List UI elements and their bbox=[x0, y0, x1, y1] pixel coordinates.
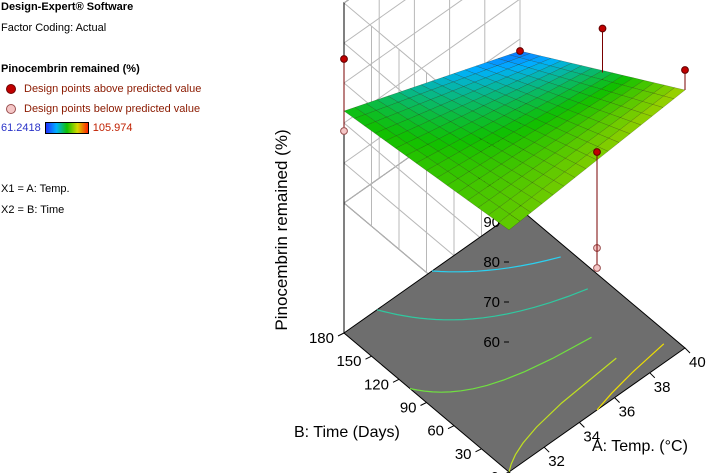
floor-contour bbox=[596, 343, 665, 411]
surface-cell bbox=[498, 213, 521, 231]
color-scale: 61.2418 105.974 bbox=[1, 122, 133, 134]
legend-above: Design points above predicted value bbox=[6, 83, 201, 95]
info-panel: Design-Expert® Software Factor Coding: A… bbox=[0, 0, 260, 240]
y-tick-label: 90 bbox=[400, 400, 417, 417]
y-tick-label: 150 bbox=[336, 353, 361, 370]
y-tick-mark bbox=[365, 355, 372, 360]
x-tick-label: 36 bbox=[619, 404, 636, 421]
y-tick-mark bbox=[447, 425, 455, 430]
x-tick-label: 32 bbox=[548, 453, 565, 470]
y-tick-mark bbox=[475, 448, 482, 453]
floor-contour bbox=[376, 288, 589, 321]
floor-contour bbox=[508, 357, 617, 473]
legend-below: Design points below predicted value bbox=[6, 103, 200, 115]
x-tick-label: 34 bbox=[583, 428, 600, 445]
above-surface-points bbox=[340, 24, 689, 160]
factor-coding: Factor Coding: Actual bbox=[1, 22, 107, 34]
x-tick-mark bbox=[684, 347, 691, 354]
right-wall-gridline bbox=[343, 0, 406, 44]
above-marker-icon bbox=[6, 84, 16, 94]
y-tick-mark bbox=[337, 332, 345, 337]
z-tick-label: 80 bbox=[483, 254, 500, 271]
x-tick-mark bbox=[543, 446, 550, 453]
y-tick-mark bbox=[392, 378, 400, 383]
legend-below-label: Design points below predicted value bbox=[24, 103, 201, 115]
x-tick-label: 38 bbox=[654, 379, 671, 396]
y-tick-label: 30 bbox=[455, 446, 472, 463]
design-point-above bbox=[516, 47, 524, 55]
response-surface bbox=[343, 50, 686, 231]
x-axis-title: A: Temp. (°C) bbox=[592, 438, 688, 455]
y-tick-label: 0 bbox=[491, 469, 499, 473]
design-point-above bbox=[681, 66, 689, 74]
z-tick-label: 70 bbox=[483, 294, 500, 311]
y-tick-label: 120 bbox=[364, 376, 389, 393]
below-marker-icon bbox=[6, 104, 16, 114]
response-title: Pinocembrin remained (%) bbox=[1, 63, 140, 75]
design-point-below bbox=[593, 264, 601, 272]
z-axis-title: Pinocembrin remained (%) bbox=[272, 129, 291, 330]
x-tick-mark bbox=[649, 372, 656, 379]
factor-x2: X2 = B: Time bbox=[1, 204, 65, 216]
software-title: Design-Expert® Software bbox=[1, 1, 134, 13]
right-wall-gridline bbox=[343, 0, 463, 84]
z-tick-label: 60 bbox=[483, 334, 500, 351]
y-axis-title: B: Time (Days) bbox=[294, 424, 400, 441]
below-surface-points bbox=[340, 72, 607, 272]
y-tick-label: 60 bbox=[427, 423, 444, 440]
y-tick-mark bbox=[420, 402, 427, 406]
design-point-below bbox=[340, 127, 348, 135]
x-tick-mark bbox=[614, 397, 620, 403]
factor-x1: X1 = A: Temp. bbox=[1, 183, 70, 195]
x-tick-mark bbox=[579, 422, 585, 428]
floor-contour bbox=[431, 256, 561, 273]
design-point-above bbox=[598, 24, 607, 33]
color-scale-min: 61.2418 bbox=[1, 122, 41, 134]
color-scale-max: 105.974 bbox=[92, 122, 133, 134]
x-tick-label: 40 bbox=[689, 354, 706, 371]
design-point-above bbox=[340, 55, 348, 63]
floor-contour bbox=[409, 336, 592, 393]
y-tick-label: 180 bbox=[309, 330, 334, 347]
color-scale-bar bbox=[44, 122, 89, 134]
legend-above-label: Design points above predicted value bbox=[24, 83, 202, 95]
design-point-above bbox=[593, 148, 601, 156]
